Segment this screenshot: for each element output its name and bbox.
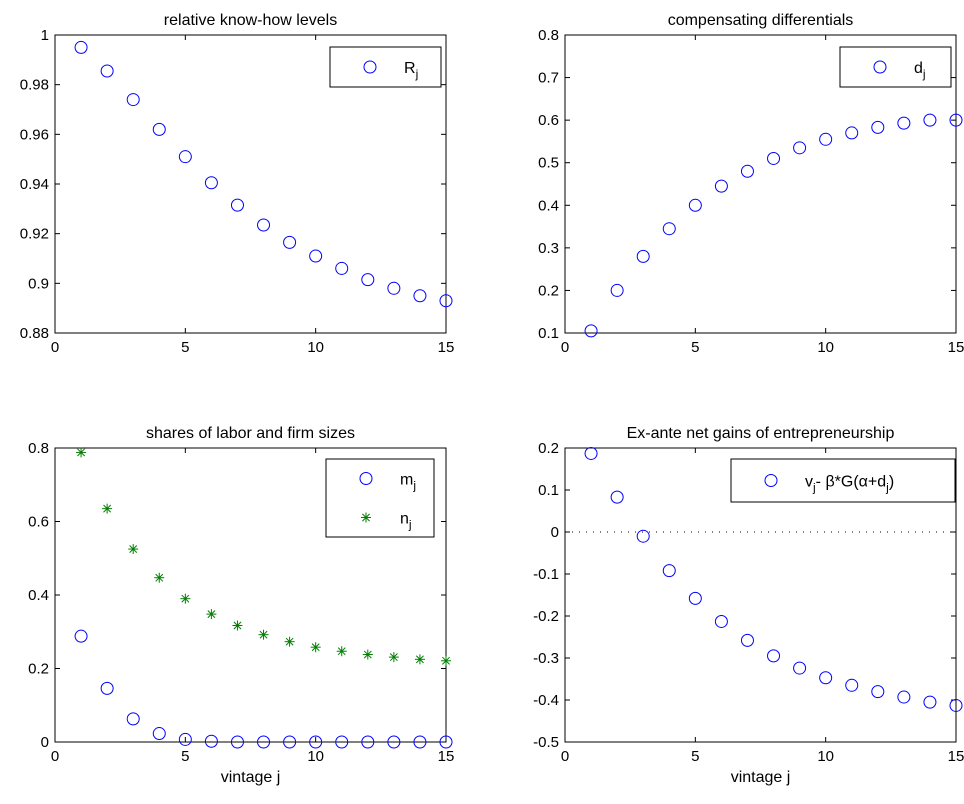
x-tick-label: 10 (817, 339, 834, 356)
data-point (206, 609, 216, 619)
legend-text-part: v (805, 474, 813, 491)
chart-title: Ex-ante net gains of entrepreneurship (627, 425, 895, 442)
chart-title: relative know-how levels (164, 12, 337, 29)
x-tick-label: 15 (948, 339, 964, 356)
y-tick-label: 0.7 (538, 70, 559, 87)
y-tick-label: -0.4 (533, 692, 559, 709)
legend: dj (840, 47, 951, 87)
y-tick-label: 0.4 (28, 587, 49, 604)
data-point (415, 654, 425, 664)
y-tick-label: 0.94 (20, 176, 49, 193)
data-point (311, 642, 321, 652)
data-point (441, 656, 451, 666)
y-tick-label: -0.5 (533, 734, 559, 751)
legend: Rj (330, 47, 441, 87)
x-tick-label: 5 (691, 339, 699, 356)
legend-subscript: j (408, 518, 412, 532)
x-tick-label: 5 (181, 339, 189, 356)
y-tick-label: 0.4 (538, 197, 559, 214)
panel-shares-labor-firm-sizes: shares of labor and firm sizes 0 5 10 15 0 0.2… (28, 425, 454, 786)
x-axis-label: vintage j (221, 769, 281, 786)
data-point (389, 652, 399, 662)
x-tick-label: 0 (51, 339, 59, 356)
y-tick-label: 0.2 (538, 440, 559, 457)
y-tick-label: 0.96 (20, 126, 49, 143)
chart-title: shares of labor and firm sizes (146, 425, 355, 442)
y-tick-label: 0.2 (28, 661, 49, 678)
y-tick-label: -0.1 (533, 566, 559, 583)
x-tick-label: 0 (561, 339, 569, 356)
x-tick-label: 10 (307, 748, 324, 765)
y-tick-label: 0.6 (538, 112, 559, 129)
y-tick-label: 0 (41, 734, 49, 751)
legend-text-part: R (404, 60, 416, 77)
y-tick-label: 0.98 (20, 77, 49, 94)
legend-marker (361, 513, 371, 523)
y-tick-label: 0.3 (538, 240, 559, 257)
y-tick-label: 0.1 (538, 482, 559, 499)
legend-text-part: d (914, 60, 923, 77)
panel-relative-know-how: relative know-how levels 0 5 10 15 0.88 0.9 0.9… (20, 12, 455, 356)
y-tick-label: 0.1 (538, 325, 559, 342)
y-tick-label: -0.3 (533, 650, 559, 667)
legend: mjnj (326, 459, 434, 537)
x-tick-label: 10 (307, 339, 324, 356)
legend-subscript: j (415, 67, 419, 81)
y-tick-label: 1 (41, 27, 49, 44)
data-point (285, 637, 295, 647)
data-point (363, 650, 373, 660)
y-tick-label: 0.92 (20, 226, 49, 243)
data-point (154, 573, 164, 583)
legend-box (330, 47, 441, 87)
x-axis-label: vintage j (731, 769, 791, 786)
x-tick-label: 0 (561, 748, 569, 765)
panel-compensating-differentials: compensating differentials 0 5 10 15 0.1 0.2 0.… (538, 12, 964, 356)
x-tick-label: 10 (817, 748, 834, 765)
legend-subscript: j (412, 479, 416, 493)
y-tick-label: 0.88 (20, 325, 49, 342)
y-tick-label: 0.8 (28, 440, 49, 457)
x-tick-label: 5 (181, 748, 189, 765)
y-tick-label: 0.5 (538, 155, 559, 172)
panel-net-gains-entrepreneurship: Ex-ante net gains of entrepreneurship 0 5 1… (533, 425, 964, 786)
legend-text-part: ) (889, 474, 894, 491)
x-tick-label: 0 (51, 748, 59, 765)
y-tick-label: 0.2 (538, 282, 559, 299)
data-point (76, 447, 86, 457)
chart-title: compensating differentials (668, 12, 854, 29)
x-tick-label: 15 (438, 748, 455, 765)
y-tick-label: 0.9 (28, 275, 49, 292)
legend-box (840, 47, 951, 87)
y-tick-label: 0.8 (538, 27, 559, 44)
data-point (259, 630, 269, 640)
legend-text-part: - β*G(α+d (816, 474, 886, 491)
legend-box (326, 459, 434, 537)
legend: vj- β*G(α+dj) (731, 459, 955, 502)
legend-text-part: n (400, 511, 409, 528)
legend-subscript: j (922, 67, 926, 81)
y-tick-label: 0.6 (28, 514, 49, 531)
data-point (180, 594, 190, 604)
x-tick-label: 15 (948, 748, 964, 765)
data-point (102, 504, 112, 514)
y-tick-label: -0.2 (533, 608, 559, 625)
legend-text-part: m (400, 472, 413, 489)
x-tick-label: 5 (691, 748, 699, 765)
data-point (128, 544, 138, 554)
x-tick-label: 15 (438, 339, 455, 356)
data-point (232, 621, 242, 631)
y-tick-label: 0 (551, 524, 559, 541)
data-point (337, 646, 347, 656)
